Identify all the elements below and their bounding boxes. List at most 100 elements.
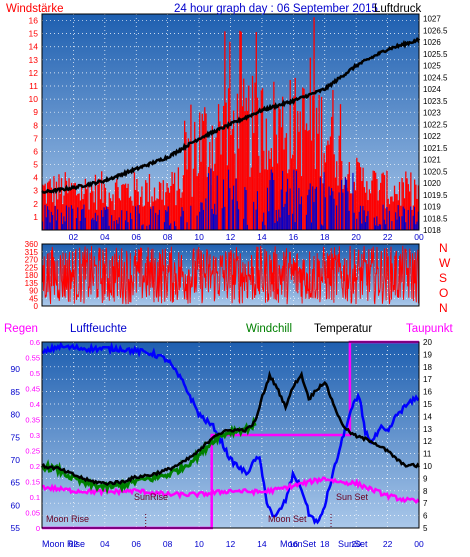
pressure-tick-label: 1027: [423, 15, 441, 24]
wind-bar: [243, 78, 245, 230]
axis-sun-set-label: SunSet: [338, 539, 368, 549]
gust-bar: [138, 213, 140, 230]
gust-bar: [308, 189, 310, 230]
wind-bar: [104, 187, 107, 230]
wind-bar: [136, 178, 138, 230]
pressure-tick-label: 1020.5: [423, 167, 448, 176]
wind-bar: [112, 194, 114, 230]
gust-bar: [200, 202, 202, 230]
wind-tick-label: 11: [29, 81, 38, 91]
gust-bar: [415, 224, 417, 230]
gust-bar: [205, 198, 207, 230]
temperature-tick-label: 6: [423, 512, 428, 521]
dewpoint-line: [41, 476, 420, 505]
gust-bar: [382, 204, 384, 230]
wind-bar: [163, 205, 166, 230]
wind-bar: [332, 89, 334, 230]
x-tick-label: 02: [69, 539, 79, 549]
wind-bar: [324, 162, 327, 230]
gust-bar: [403, 208, 406, 230]
gust-bar: [121, 210, 123, 230]
wind-bar: [233, 110, 235, 230]
sun-moon-markers: [145, 514, 332, 528]
wind-axis-title: Windstärke: [6, 3, 64, 15]
wind-bar: [114, 182, 117, 230]
direction-degree-label: 180: [25, 271, 39, 280]
wind-bar: [88, 209, 90, 230]
x-tick-label: 22: [383, 232, 393, 242]
gust-bar: [395, 212, 397, 230]
wind-tick-label: 4: [33, 173, 38, 183]
wind-bar: [234, 153, 236, 230]
gust-bar: [244, 187, 246, 230]
direction-degree-label: 225: [25, 263, 39, 272]
gust-bar: [292, 213, 294, 230]
gust-bar: [287, 178, 289, 230]
wind-bar: [390, 196, 392, 230]
wind-bar: [43, 185, 45, 230]
wind-bar: [274, 103, 276, 230]
humidity-axis-labels: 55 60 65 70 75 80 85 90: [11, 364, 21, 533]
gust-bar: [348, 210, 350, 230]
rain-tick-label: 0.6: [30, 338, 40, 347]
wind-bar: [113, 210, 115, 230]
pressure-tick-label: 1024: [423, 85, 441, 94]
gust-bar: [298, 188, 300, 230]
gust-bar: [186, 222, 188, 230]
gust-bar: [283, 207, 285, 230]
gust-bar: [129, 212, 132, 230]
wind-bar: [205, 113, 207, 230]
gust-bar: [170, 223, 172, 230]
wind-bar: [408, 191, 411, 230]
x-tick-label: 20: [351, 232, 361, 242]
gust-bar: [215, 214, 217, 230]
wind-bar: [303, 88, 305, 230]
wind-bar: [308, 130, 310, 230]
wind-bar: [109, 198, 112, 230]
gust-bar: [111, 215, 113, 230]
gust-bar: [167, 206, 169, 230]
wind-bar: [382, 172, 384, 230]
gust-bar: [211, 208, 213, 230]
gust-bar: [289, 188, 291, 230]
gust-bar: [146, 225, 148, 230]
temperature-tick-label: 11: [423, 450, 432, 459]
wind-bar: [358, 162, 360, 230]
humidity-tick-label: 60: [11, 500, 21, 510]
gust-bar: [116, 219, 118, 230]
wind-tick-label: 13: [29, 55, 39, 65]
wind-bar: [254, 82, 256, 230]
wind-bar: [351, 193, 353, 230]
wind-tick-label: 1: [33, 212, 38, 222]
wind-bar: [318, 94, 320, 230]
gust-bar: [280, 189, 282, 230]
wind-bar: [194, 121, 196, 230]
wind-bar: [94, 174, 97, 230]
wind-bar: [67, 193, 69, 230]
gust-bar: [137, 205, 139, 230]
gust-bar: [72, 208, 74, 230]
wind-bar: [338, 135, 340, 230]
wind-bar: [191, 196, 193, 230]
gust-bar: [376, 216, 378, 230]
gust-bar: [108, 225, 110, 230]
wind-bar: [231, 129, 234, 230]
wind-bar: [276, 163, 279, 230]
gust-bar: [344, 177, 346, 230]
gust-bar: [163, 222, 165, 230]
wind-bar: [337, 185, 339, 230]
humidity-line: [41, 341, 420, 525]
x-tick-label: 08: [163, 539, 173, 549]
pressure-tick-label: 1023: [423, 109, 441, 118]
gust-bar: [245, 189, 247, 230]
wind-bar: [259, 172, 261, 230]
wind-bar: [283, 149, 285, 230]
temperature-tick-label: 8: [423, 487, 428, 496]
wind-bar: [411, 209, 413, 230]
wind-bar: [357, 161, 359, 230]
gust-bar: [246, 224, 248, 230]
gust-bar: [113, 220, 115, 230]
